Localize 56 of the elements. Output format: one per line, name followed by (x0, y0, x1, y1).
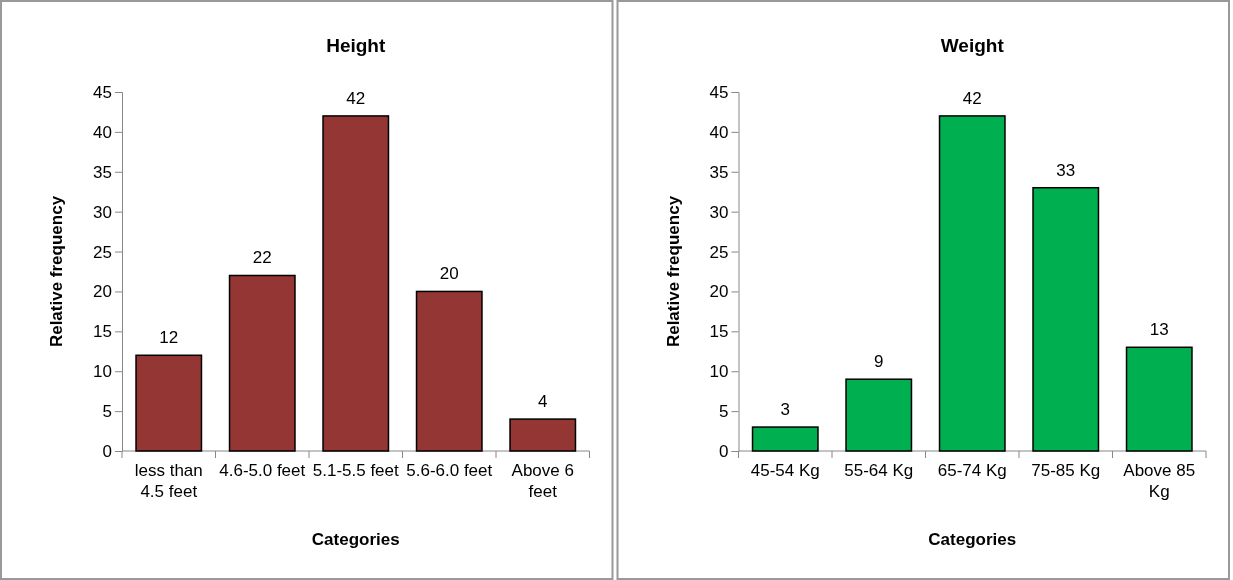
y-tick-label: 30 (93, 202, 112, 222)
x-tick-label: Above 6 feet (511, 461, 574, 502)
y-tick-label: 5 (719, 402, 729, 422)
y-tick-label: 40 (709, 122, 729, 142)
chart-title: Height (326, 35, 386, 56)
y-tick-label: 30 (709, 202, 729, 222)
y-tick-label: 40 (93, 122, 112, 142)
y-axis-title: Relative frequency (47, 195, 66, 348)
y-tick-label: 25 (709, 242, 729, 262)
data-label: 42 (962, 88, 982, 108)
y-tick-label: 15 (709, 322, 729, 342)
x-tick-label: less than 4.5 feet (134, 461, 203, 502)
y-tick-label: 0 (719, 441, 729, 461)
y-tick-label: 35 (709, 162, 729, 182)
bar (845, 378, 913, 452)
y-tick-label: 15 (93, 322, 112, 342)
x-tick-label: 45-54 Kg (750, 461, 820, 480)
data-label: 3 (780, 400, 790, 420)
y-tick-label: 0 (102, 441, 112, 461)
y-tick-label: 35 (93, 162, 112, 182)
x-tick-label: 5.1-5.5 feet (312, 461, 400, 480)
data-label: 4 (538, 392, 548, 412)
y-tick-label: 45 (93, 82, 112, 102)
y-tick-label: 20 (709, 282, 729, 302)
y-tick-label: 20 (93, 282, 112, 302)
y-tick-label: 5 (102, 402, 112, 422)
x-axis-title: Categories (311, 530, 400, 549)
x-tick-label: 4.6-5.0 feet (219, 461, 306, 480)
data-label: 33 (1056, 160, 1076, 180)
data-label: 13 (1149, 320, 1169, 340)
bar (938, 115, 1006, 452)
x-axis-title: Categories (928, 530, 1017, 549)
bar (322, 115, 390, 452)
x-tick-label: Above 85 Kg (1123, 461, 1196, 502)
data-label: 12 (159, 328, 179, 348)
y-tick-label: 45 (709, 82, 729, 102)
data-label: 9 (874, 352, 884, 372)
data-label: 20 (439, 264, 459, 284)
y-tick-label: 10 (709, 362, 729, 382)
bar (1125, 346, 1193, 452)
x-tick-label: 75-85 Kg (1031, 461, 1101, 480)
bar (415, 290, 483, 452)
chart-title: Weight (940, 35, 1005, 56)
bar (751, 426, 819, 452)
bar (135, 354, 203, 452)
bar (1032, 186, 1100, 452)
data-label: 42 (346, 88, 366, 108)
bar (509, 418, 577, 452)
x-tick-label: 55-64 Kg (844, 461, 914, 480)
data-label: 22 (252, 248, 272, 268)
x-tick-label: 5.6-6.0 feet (406, 461, 493, 480)
y-tick-label: 10 (93, 362, 112, 382)
y-tick-label: 25 (93, 242, 112, 262)
y-axis-title: Relative frequency (663, 195, 683, 348)
bar (228, 274, 296, 452)
x-tick-label: 65-74 Kg (937, 461, 1007, 480)
